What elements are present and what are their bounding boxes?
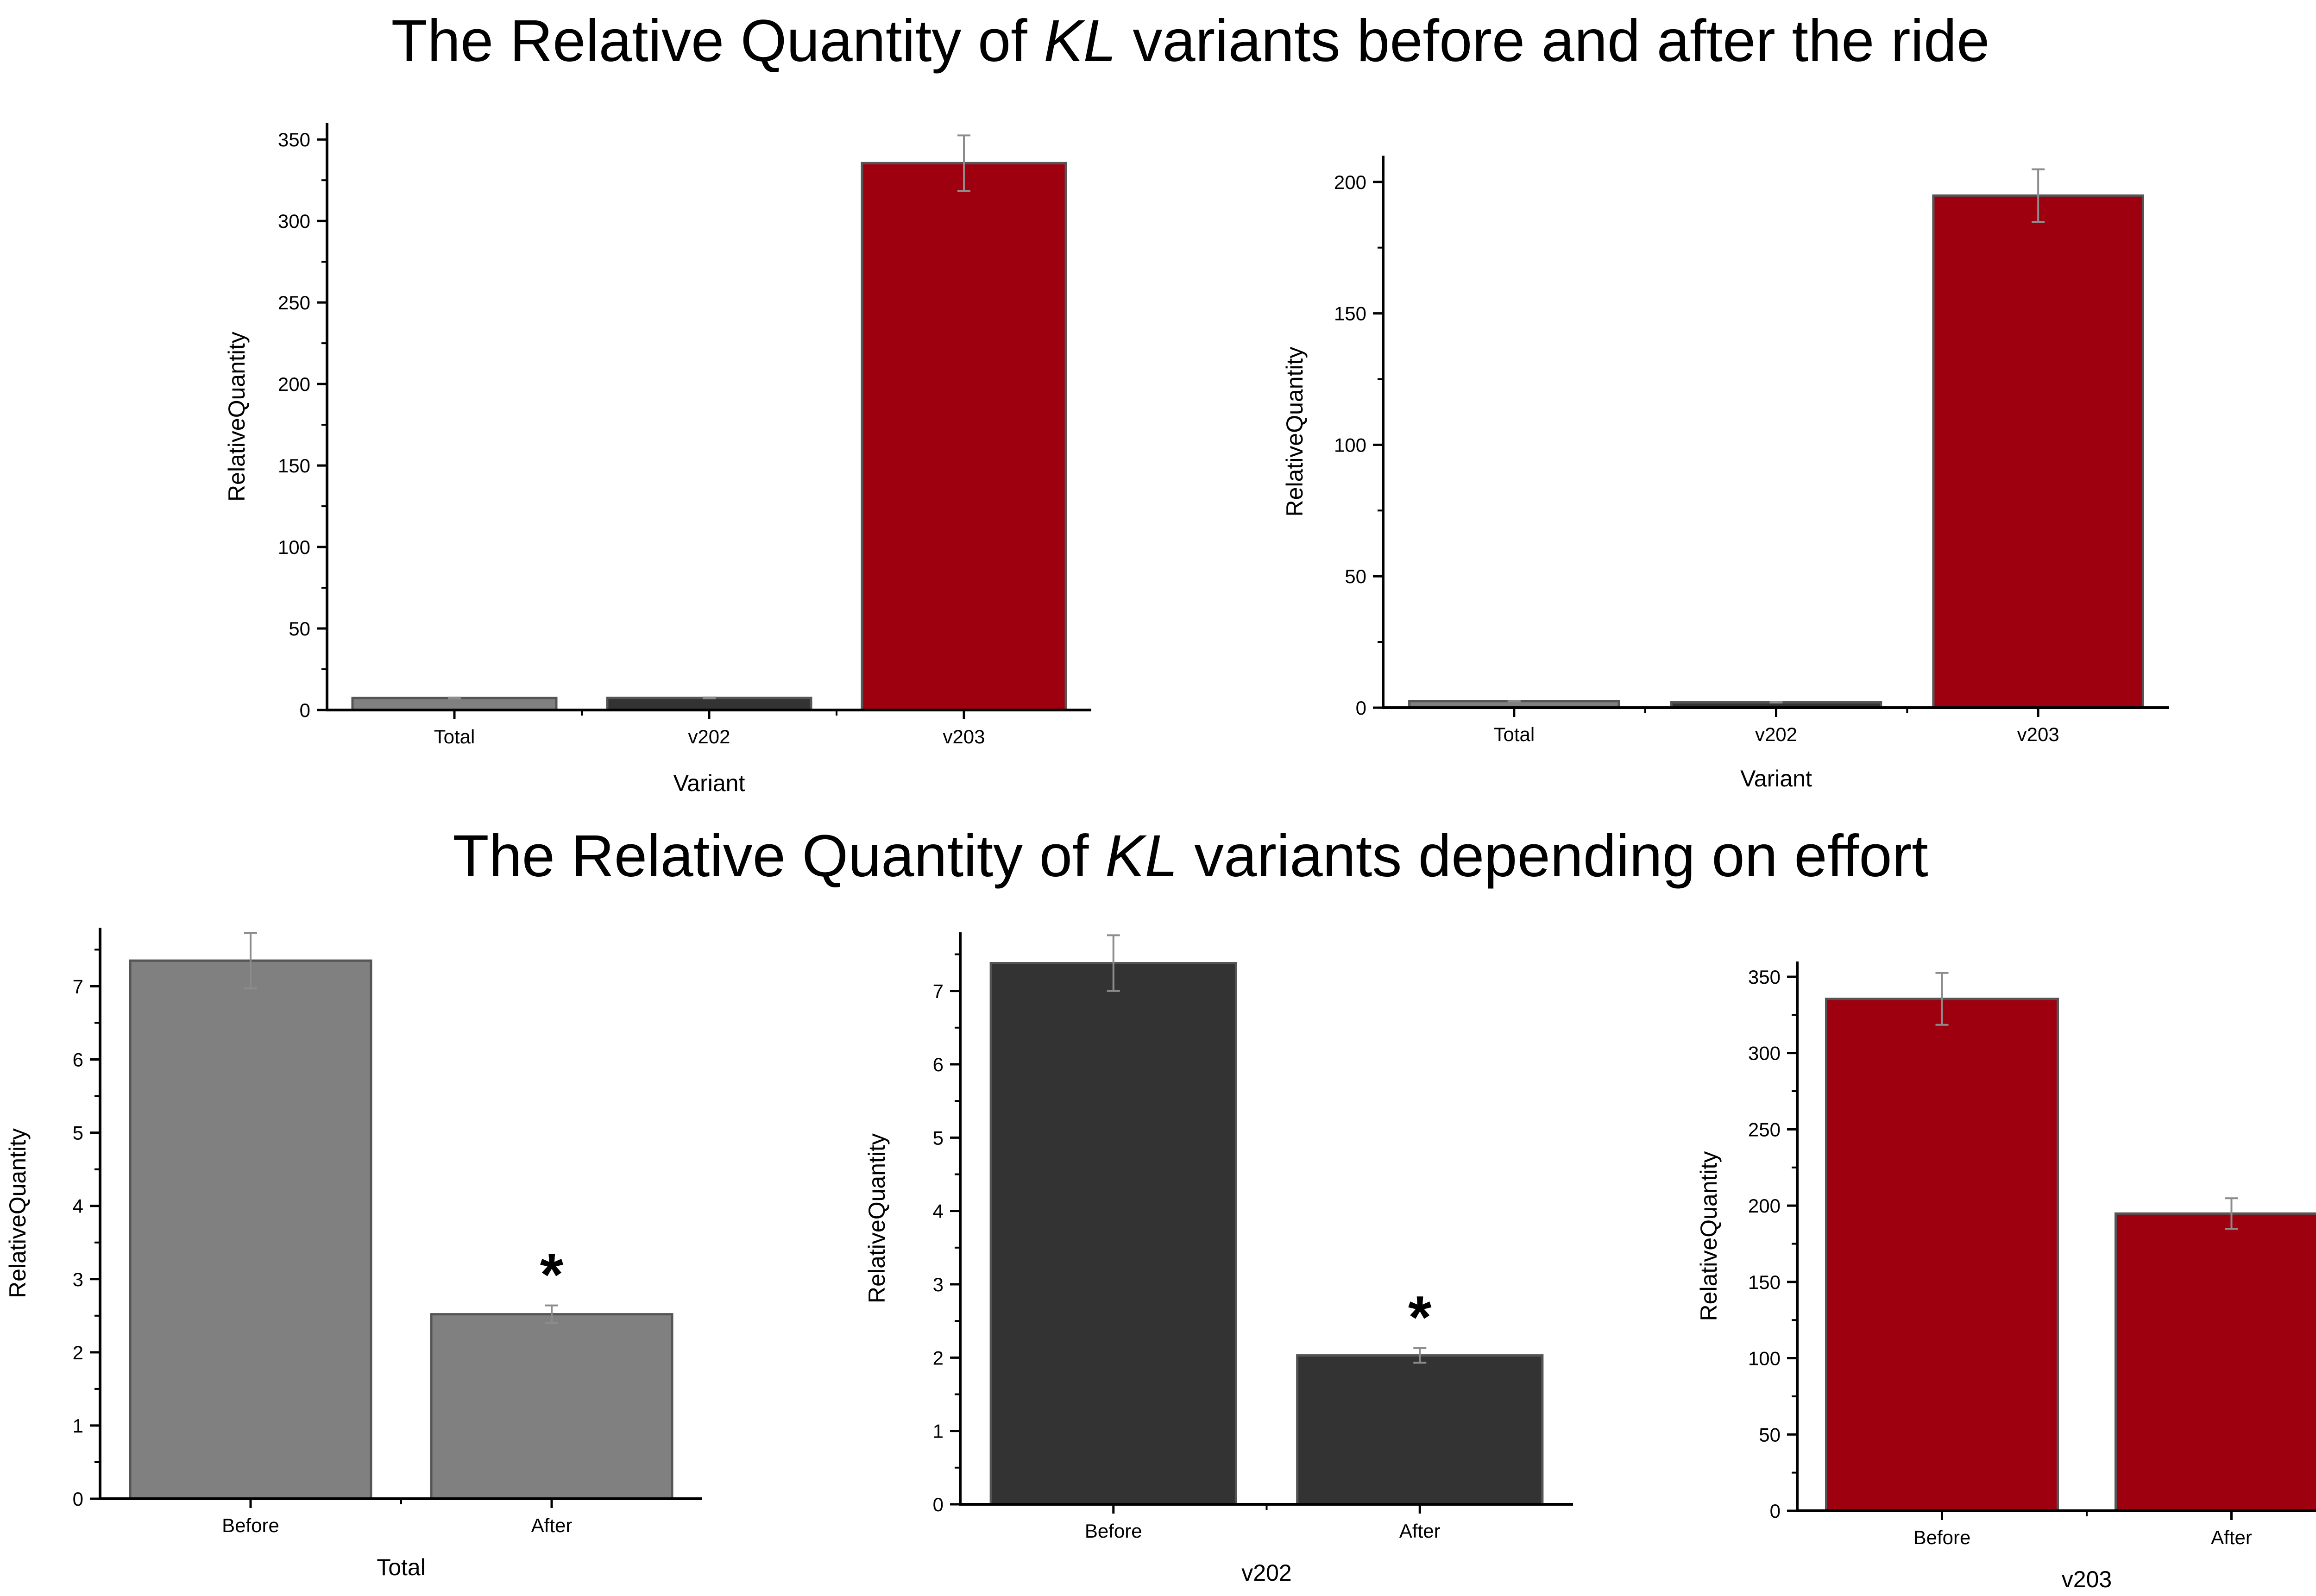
- bar-before: [989, 962, 1237, 1506]
- bar-after: [2115, 1212, 2316, 1512]
- y-axis-title: RelativeQuantity: [864, 1133, 890, 1303]
- x-tick-label: After: [531, 1514, 573, 1536]
- y-tick-label: 100: [1748, 1348, 1781, 1370]
- y-tick-label: 3: [933, 1274, 944, 1295]
- y-tick-label: 100: [1334, 434, 1366, 456]
- y-tick-label: 5: [73, 1122, 83, 1144]
- bar-after: [430, 1313, 673, 1500]
- y-tick-label: 1: [73, 1415, 83, 1437]
- x-axis-title: Total: [377, 1554, 426, 1580]
- y-axis-title: RelativeQuantity: [224, 332, 250, 502]
- x-axis-title: Variant: [1740, 766, 1812, 792]
- y-axis-title: RelativeQuantity: [1282, 347, 1308, 517]
- chart-v202-effort: Before * After 0 1 2 3 4 5 6 7 v202 RelativeQuantity: [864, 932, 1573, 1586]
- y-tick-label: 0: [1770, 1500, 1781, 1522]
- x-tick-label: Total: [1493, 723, 1535, 745]
- x-tick-label: v202: [1755, 723, 1797, 745]
- x-axis-title: v202: [1241, 1560, 1291, 1586]
- top-title-prefix: The Relative Quantity of: [391, 8, 1044, 74]
- x-tick-label: After: [2211, 1527, 2252, 1548]
- y-tick-label: 4: [933, 1200, 944, 1222]
- significance-marker: *: [540, 1241, 564, 1308]
- y-tick-label: 250: [1748, 1118, 1781, 1140]
- error-bar: [957, 134, 970, 192]
- bar-v203: [861, 162, 1067, 711]
- error-bar: [448, 697, 461, 700]
- y-tick-label: 5: [933, 1127, 944, 1149]
- top-title-suffix: variants before and after the ride: [1116, 8, 1990, 74]
- y-tick-label: 7: [73, 975, 83, 997]
- significance-marker: *: [1408, 1283, 1432, 1351]
- bottom-title-suffix: variants depending on effort: [1178, 823, 1928, 889]
- bar-total: [351, 697, 558, 711]
- bar-before: [1825, 998, 2059, 1512]
- y-tick-label: 250: [278, 292, 310, 314]
- y-tick-label: 50: [289, 618, 310, 640]
- x-tick-label: v203: [943, 726, 985, 748]
- y-axis-title: RelativeQuantity: [5, 1128, 31, 1298]
- chart-after-ride-variants: Total v202 v203 0 50 100 150 200 Variant Relative…: [1282, 156, 2169, 792]
- error-bar: [2225, 1197, 2238, 1230]
- bottom-title-italic: KL: [1105, 823, 1178, 889]
- x-tick-label: After: [1399, 1520, 1441, 1542]
- y-tick-label: 6: [933, 1054, 944, 1075]
- error-bar: [1107, 934, 1120, 992]
- y-tick-label: 1: [933, 1420, 944, 1442]
- y-tick-label: 200: [278, 373, 310, 395]
- bar-after: [1296, 1354, 1544, 1506]
- chart-v203-effort: Before After 0 50 100 150 200 250 300 350 v203 Rela…: [1696, 961, 2316, 1592]
- y-tick-label: 4: [73, 1195, 83, 1217]
- y-tick-label: 0: [933, 1494, 944, 1515]
- x-axis-title: Variant: [673, 770, 745, 796]
- x-tick-label: v203: [2017, 723, 2059, 745]
- chart-total-effort: Before * After 0 1 2 3 4 5 6 7 Total RelativeQuantit…: [5, 928, 702, 1580]
- x-tick-label: Before: [222, 1514, 279, 1536]
- error-bar: [703, 696, 716, 700]
- y-tick-label: 100: [278, 536, 310, 558]
- y-tick-label: 6: [73, 1049, 83, 1071]
- x-tick-label: Before: [1085, 1520, 1142, 1542]
- bar-before: [129, 959, 372, 1500]
- y-tick-label: 350: [278, 129, 310, 151]
- y-axis-title: RelativeQuantity: [1696, 1151, 1722, 1321]
- top-title-italic: KL: [1044, 8, 1116, 74]
- bar-v203: [1932, 194, 2144, 709]
- error-bar: [244, 932, 257, 990]
- y-tick-label: 150: [278, 455, 310, 477]
- error-bar: [545, 1304, 558, 1324]
- bottom-title-prefix: The Relative Quantity of: [453, 823, 1105, 889]
- chart-before-ride-variants: Total v202 v203 0 50 100 150 200 250 300 350 Varian…: [224, 123, 1091, 796]
- y-tick-label: 2: [73, 1342, 83, 1364]
- y-tick-label: 3: [73, 1269, 83, 1290]
- y-tick-label: 200: [1748, 1195, 1781, 1217]
- x-tick-label: Before: [1913, 1527, 1971, 1548]
- y-tick-label: 50: [1759, 1424, 1781, 1445]
- y-tick-label: 200: [1334, 171, 1366, 193]
- y-tick-label: 2: [933, 1347, 944, 1369]
- bar-v202: [606, 697, 812, 711]
- y-tick-label: 0: [300, 699, 310, 721]
- y-tick-label: 7: [933, 980, 944, 1002]
- bottom-section-title: The Relative Quantity of KL variants dep…: [453, 823, 1928, 889]
- error-bar: [1413, 1347, 1427, 1364]
- y-tick-label: 0: [1356, 697, 1366, 719]
- error-bar: [1769, 701, 1783, 704]
- error-bar: [2032, 168, 2045, 223]
- x-tick-label: Total: [434, 726, 475, 748]
- top-section-title: The Relative Quantity of KL variants bef…: [391, 8, 1990, 74]
- y-tick-label: 50: [1345, 566, 1366, 587]
- error-bar: [1935, 972, 1949, 1026]
- y-tick-label: 350: [1748, 966, 1781, 988]
- y-tick-label: 150: [1748, 1271, 1781, 1293]
- y-tick-label: 300: [278, 210, 310, 232]
- y-tick-label: 150: [1334, 303, 1366, 325]
- x-tick-label: v202: [688, 726, 730, 748]
- x-axis-title: v203: [2062, 1566, 2112, 1592]
- y-tick-label: 0: [73, 1488, 83, 1510]
- y-tick-label: 300: [1748, 1043, 1781, 1064]
